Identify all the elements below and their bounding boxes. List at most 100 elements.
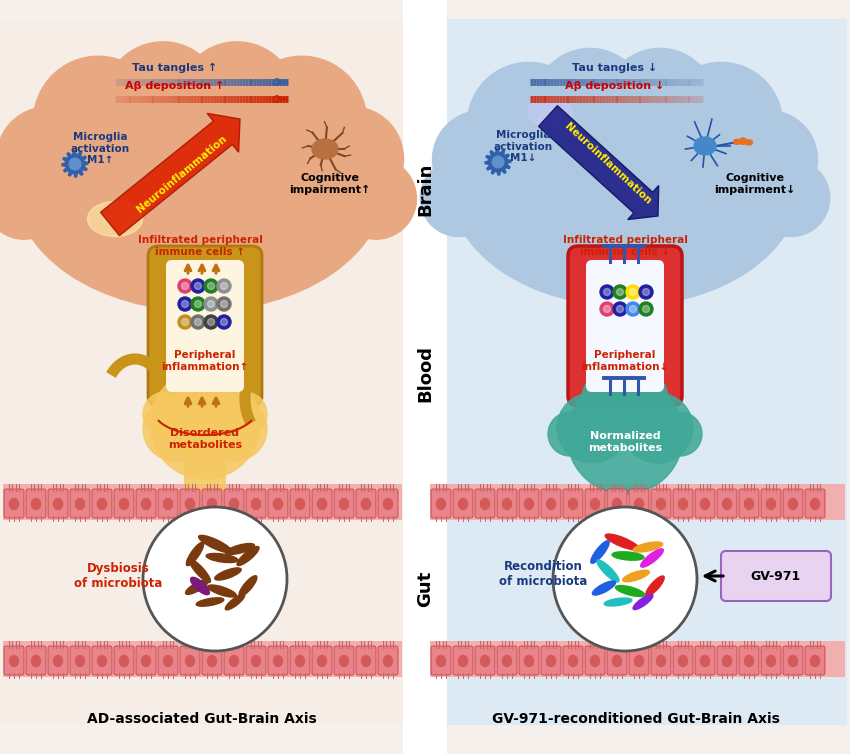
Circle shape [630, 305, 637, 312]
Ellipse shape [745, 140, 752, 145]
Ellipse shape [458, 655, 468, 667]
Ellipse shape [641, 549, 663, 567]
FancyBboxPatch shape [541, 646, 561, 675]
FancyBboxPatch shape [290, 646, 310, 675]
Circle shape [177, 371, 233, 427]
Circle shape [567, 378, 683, 494]
Ellipse shape [318, 498, 326, 510]
FancyArrow shape [539, 106, 659, 219]
Circle shape [420, 160, 497, 237]
Circle shape [69, 158, 81, 170]
FancyBboxPatch shape [431, 646, 451, 675]
FancyBboxPatch shape [268, 489, 288, 518]
Bar [3, 641, 402, 677]
Circle shape [612, 370, 668, 426]
Circle shape [616, 305, 624, 312]
Circle shape [104, 41, 222, 160]
Circle shape [623, 393, 693, 463]
FancyBboxPatch shape [158, 489, 178, 518]
Ellipse shape [646, 576, 664, 596]
Circle shape [143, 392, 187, 436]
Text: Tau tangles ↓: Tau tangles ↓ [572, 63, 658, 73]
FancyBboxPatch shape [519, 489, 539, 518]
Circle shape [195, 318, 201, 326]
Ellipse shape [613, 498, 621, 510]
Ellipse shape [274, 498, 282, 510]
FancyBboxPatch shape [721, 551, 831, 601]
Ellipse shape [361, 498, 371, 510]
Text: GV-971: GV-971 [751, 569, 801, 583]
Ellipse shape [185, 498, 195, 510]
Ellipse shape [31, 655, 41, 667]
Ellipse shape [678, 498, 688, 510]
Ellipse shape [9, 655, 19, 667]
FancyBboxPatch shape [695, 646, 715, 675]
FancyBboxPatch shape [695, 489, 715, 518]
Ellipse shape [767, 655, 775, 667]
Circle shape [639, 302, 653, 316]
FancyBboxPatch shape [378, 489, 398, 518]
Ellipse shape [612, 552, 644, 560]
Ellipse shape [811, 498, 819, 510]
Text: Recondition
of microbiota: Recondition of microbiota [499, 560, 587, 588]
Ellipse shape [524, 655, 534, 667]
Ellipse shape [383, 498, 393, 510]
Ellipse shape [634, 498, 643, 510]
Circle shape [534, 48, 646, 161]
Text: Normalized
metabolites: Normalized metabolites [588, 431, 662, 453]
Circle shape [753, 160, 830, 237]
Circle shape [600, 302, 614, 316]
Circle shape [182, 301, 189, 308]
FancyBboxPatch shape [268, 646, 288, 675]
Text: Brain: Brain [416, 162, 434, 216]
FancyBboxPatch shape [475, 646, 495, 675]
Circle shape [195, 301, 201, 308]
Ellipse shape [230, 655, 239, 667]
Ellipse shape [569, 655, 577, 667]
FancyBboxPatch shape [158, 646, 178, 675]
Ellipse shape [31, 498, 41, 510]
Circle shape [191, 279, 205, 293]
Ellipse shape [811, 655, 819, 667]
Text: Peripheral
inflammation↑: Peripheral inflammation↑ [162, 350, 248, 372]
FancyBboxPatch shape [475, 489, 495, 518]
Ellipse shape [623, 570, 649, 582]
FancyBboxPatch shape [202, 489, 222, 518]
Text: GV-971-reconditioned Gut-Brain Axis: GV-971-reconditioned Gut-Brain Axis [492, 712, 780, 726]
Ellipse shape [569, 498, 577, 510]
Ellipse shape [185, 655, 195, 667]
Ellipse shape [318, 655, 326, 667]
FancyBboxPatch shape [224, 646, 244, 675]
Circle shape [630, 289, 637, 296]
Circle shape [613, 285, 627, 299]
Circle shape [0, 158, 65, 239]
Circle shape [582, 370, 638, 426]
FancyBboxPatch shape [70, 646, 90, 675]
Text: Neuroinflammation: Neuroinflammation [135, 133, 229, 214]
Ellipse shape [547, 655, 556, 667]
Ellipse shape [296, 655, 304, 667]
FancyBboxPatch shape [607, 489, 627, 518]
Ellipse shape [54, 498, 63, 510]
Ellipse shape [207, 585, 236, 597]
Ellipse shape [633, 542, 663, 552]
Ellipse shape [190, 559, 211, 582]
FancyBboxPatch shape [453, 489, 473, 518]
Ellipse shape [207, 655, 217, 667]
Bar [430, 484, 845, 520]
Ellipse shape [591, 498, 599, 510]
FancyBboxPatch shape [312, 489, 332, 518]
Circle shape [639, 285, 653, 299]
FancyBboxPatch shape [166, 260, 244, 392]
Circle shape [191, 297, 205, 311]
FancyBboxPatch shape [651, 646, 671, 675]
Ellipse shape [339, 498, 348, 510]
FancyBboxPatch shape [673, 489, 693, 518]
FancyBboxPatch shape [48, 489, 68, 518]
Bar [430, 641, 845, 677]
Circle shape [223, 392, 267, 436]
Circle shape [548, 412, 592, 456]
Circle shape [204, 315, 218, 329]
Circle shape [220, 283, 228, 290]
FancyBboxPatch shape [651, 489, 671, 518]
